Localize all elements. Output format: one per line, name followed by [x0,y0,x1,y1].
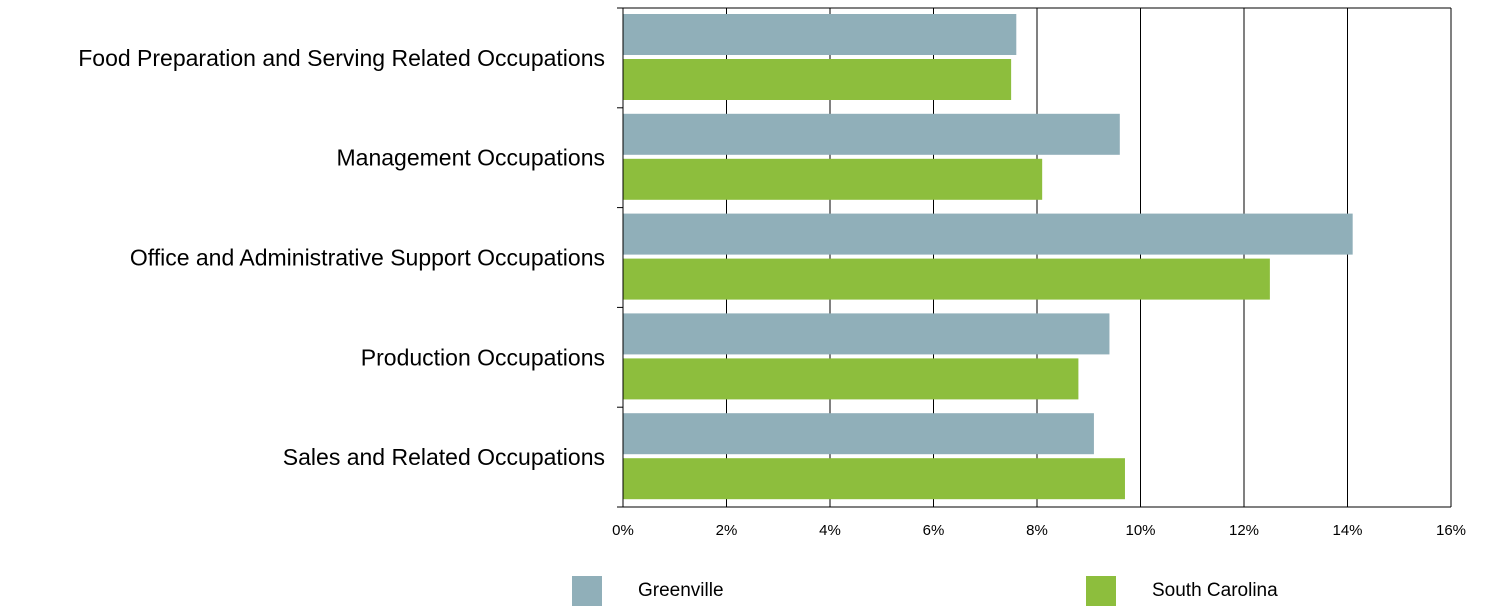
legend-label-south-carolina: South Carolina [1152,580,1278,601]
category-label: Production Occupations [361,344,605,370]
legend-item-south-carolina: South Carolina [1086,575,1278,607]
bar-greenville [623,213,1353,255]
x-tick-label: 14% [1332,522,1362,539]
category-label: Office and Administrative Support Occupa… [130,245,605,271]
legend-swatch-south-carolina [1086,576,1116,606]
bar-south-carolina [623,59,1012,100]
bar-greenville [623,313,1110,355]
category-label: Sales and Related Occupations [283,444,605,470]
bar-south-carolina [623,458,1125,500]
x-tick-label: 4% [819,522,841,539]
legend-label-greenville: Greenville [638,580,724,601]
legend-swatch-greenville [572,576,602,606]
x-tick-label: 16% [1436,522,1466,539]
x-tick-label: 2% [716,522,738,539]
category-label: Food Preparation and Serving Related Occ… [78,45,605,71]
bar-greenville [623,113,1120,155]
category-label: Management Occupations [337,145,606,171]
bar-south-carolina [623,258,1270,300]
bar-south-carolina [623,158,1043,200]
bar-greenville [623,413,1094,455]
x-tick-label: 10% [1125,522,1155,539]
x-tick-label: 6% [923,522,945,539]
legend-item-greenville: Greenville [572,575,724,607]
x-tick-label: 8% [1026,522,1048,539]
bar-south-carolina [623,358,1079,400]
bar-greenville [623,14,1017,55]
x-tick-label: 12% [1229,522,1259,539]
x-tick-label: 0% [612,522,634,539]
